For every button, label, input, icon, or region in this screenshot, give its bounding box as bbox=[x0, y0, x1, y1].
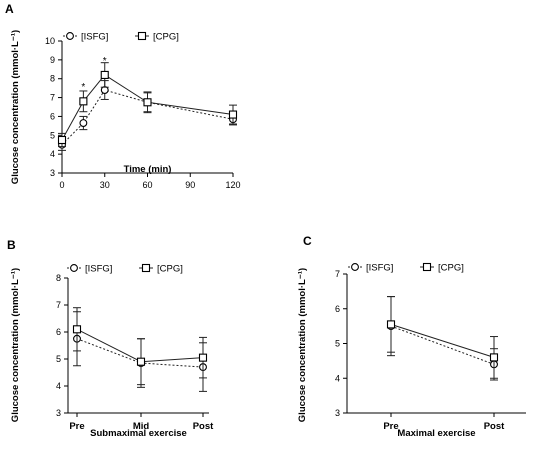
y-tick-label: 7 bbox=[56, 300, 61, 310]
series-line bbox=[390, 323, 495, 358]
y-axis-title: Glucose concentration (mmol·L⁻¹) bbox=[297, 268, 308, 422]
x-axis-title: Submaximal exercise bbox=[90, 428, 187, 439]
series-line bbox=[390, 325, 495, 365]
x-axis-title: Time (min) bbox=[124, 164, 172, 175]
y-axis-title: Glucose concentration (mmol·L⁻¹) bbox=[10, 268, 21, 422]
significance-asterisk: * bbox=[103, 56, 107, 67]
legend: [ISFG] [CPG] bbox=[67, 264, 183, 275]
panel-letter: A bbox=[5, 2, 14, 16]
x-category-label: Pre bbox=[383, 421, 398, 432]
y-tick-label: 5 bbox=[56, 354, 61, 364]
data-point-square bbox=[143, 98, 152, 107]
legend: [ISFG] [CPG] bbox=[63, 32, 179, 43]
y-axis-title: Glucose concentration (mmol·L⁻¹) bbox=[10, 30, 21, 184]
legend-label: [ISFG] bbox=[81, 32, 108, 43]
y-tick-label: 3 bbox=[335, 408, 340, 418]
legend-marker-circle bbox=[66, 32, 74, 40]
y-tick-label: 4 bbox=[50, 149, 55, 159]
legend-marker-square bbox=[422, 262, 432, 272]
x-axis-title: Maximal exercise bbox=[397, 428, 475, 439]
legend-marker-square bbox=[141, 263, 151, 273]
legend-marker-circle bbox=[70, 264, 78, 272]
y-tick-label: 7 bbox=[50, 93, 55, 103]
data-point-square bbox=[79, 97, 88, 106]
data-point-square bbox=[57, 135, 67, 145]
significance-asterisk: * bbox=[81, 82, 85, 93]
legend: [ISFG] [CPG] bbox=[348, 263, 464, 274]
data-point-square bbox=[100, 70, 109, 79]
data-point-circle bbox=[79, 119, 88, 127]
legend-label: [ISFG] bbox=[366, 263, 393, 274]
y-tick-label: 5 bbox=[50, 130, 55, 140]
x-category-label: Pre bbox=[69, 421, 84, 432]
legend-label: [CPG] bbox=[157, 264, 183, 275]
chart-panel-B: B 3 4 5 6 7 8 Pre Mid Post Submaximal exercise Gluc… bbox=[7, 238, 214, 439]
data-point-square bbox=[228, 110, 238, 119]
x-tick-label: 90 bbox=[185, 180, 195, 190]
y-tick-label: 7 bbox=[335, 269, 340, 279]
legend-marker-circle bbox=[351, 263, 359, 271]
y-tick-label: 5 bbox=[335, 339, 340, 349]
panel-letter: C bbox=[303, 234, 312, 248]
y-tick-label: 6 bbox=[56, 327, 61, 337]
series-isfg bbox=[73, 311, 207, 392]
data-point-square bbox=[489, 353, 499, 362]
chart-panel-A: A 3 4 5 6 7 8 9 10 0 30 60 90 120 Time (min) Glucose co… bbox=[5, 2, 241, 190]
x-tick-label: 60 bbox=[142, 180, 152, 190]
x-category-label: Mid bbox=[133, 421, 150, 432]
series-cpg bbox=[57, 62, 238, 148]
data-point-square bbox=[72, 325, 82, 334]
y-tick-label: 6 bbox=[335, 304, 340, 314]
y-tick-label: 6 bbox=[50, 111, 55, 121]
y-tick-label: 4 bbox=[335, 373, 340, 383]
chart-panel-C: C 3 4 5 6 7 Pre Post Maximal exercise Glucose con… bbox=[297, 234, 526, 439]
x-category-label: Post bbox=[193, 421, 214, 432]
series-cpg bbox=[386, 296, 499, 379]
x-tick-label: 0 bbox=[59, 180, 64, 190]
legend-marker-square bbox=[137, 31, 147, 41]
data-point-square bbox=[198, 353, 208, 362]
y-tick-label: 9 bbox=[50, 55, 55, 65]
x-category-label: Post bbox=[484, 421, 505, 432]
x-tick-label: 120 bbox=[225, 180, 240, 190]
x-tick-label: 30 bbox=[100, 180, 110, 190]
y-tick-label: 8 bbox=[56, 273, 61, 283]
y-tick-label: 8 bbox=[50, 74, 55, 84]
y-tick-label: 10 bbox=[45, 36, 55, 46]
data-point-square bbox=[386, 320, 396, 329]
y-tick-label: 3 bbox=[50, 168, 55, 178]
legend-label: [CPG] bbox=[153, 32, 179, 43]
legend-label: [ISFG] bbox=[85, 264, 112, 275]
y-tick-label: 4 bbox=[56, 381, 61, 391]
panel-letter: B bbox=[7, 238, 16, 252]
data-point-square bbox=[136, 357, 146, 366]
legend-label: [CPG] bbox=[438, 263, 464, 274]
series-cpg bbox=[72, 307, 208, 386]
y-tick-label: 3 bbox=[56, 408, 61, 418]
series-isfg bbox=[387, 296, 498, 381]
